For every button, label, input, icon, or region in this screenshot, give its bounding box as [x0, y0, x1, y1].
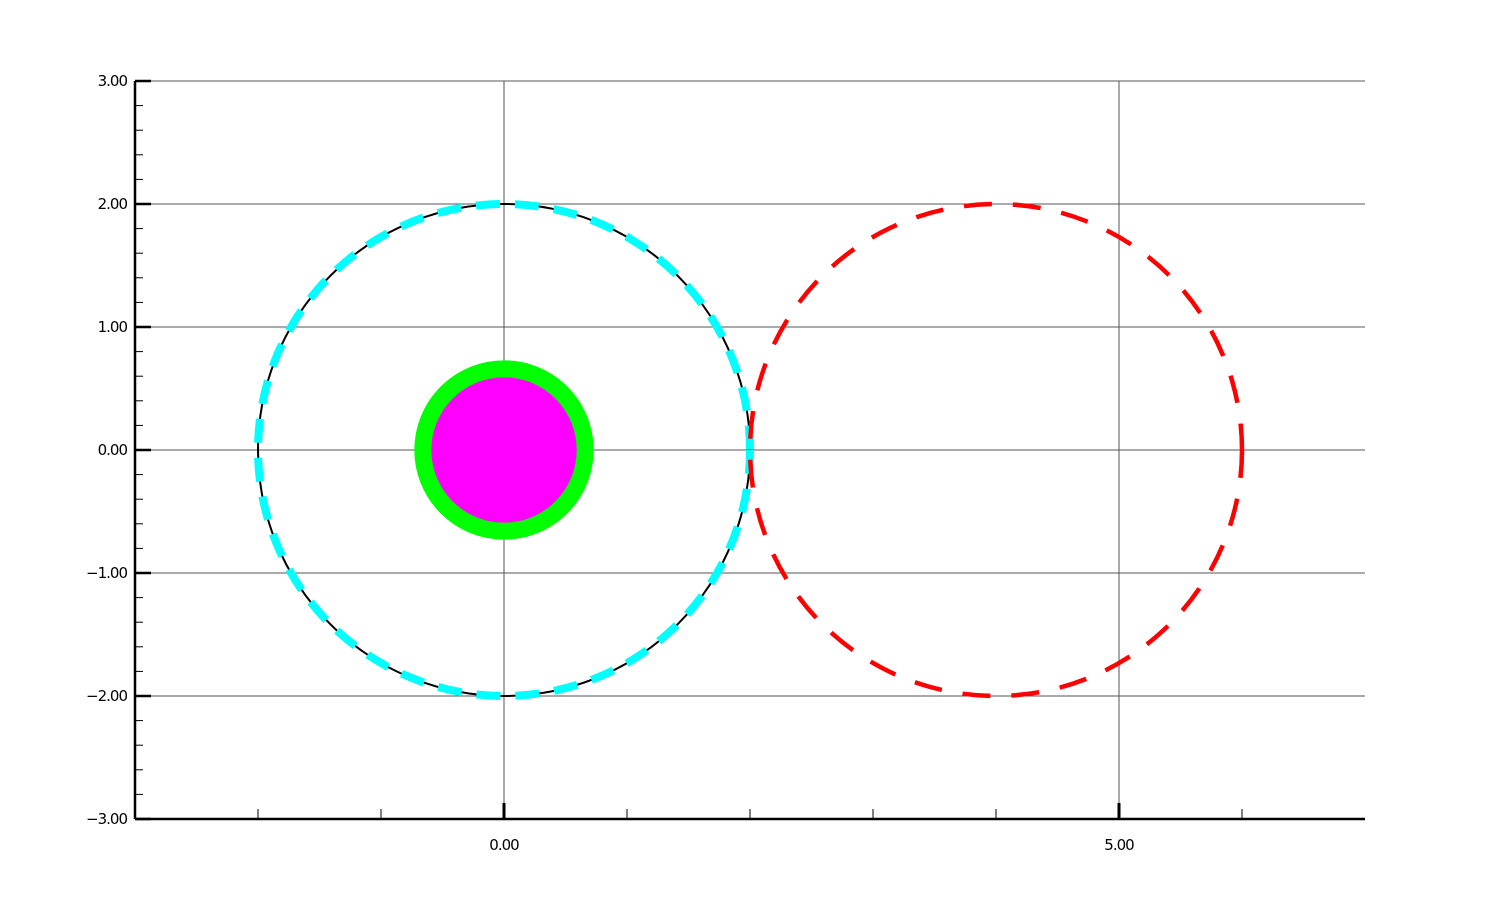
y-tick-label: 1.00: [98, 318, 128, 336]
x-tick-label: 5.00: [1104, 836, 1134, 854]
axes: −3.00 −2.00 −1.00 0.00 1.00 2.00 3.00 0.00 5.00: [86, 72, 1365, 854]
y-tick-label: 2.00: [98, 195, 128, 213]
x-tick-label: 0.00: [489, 836, 519, 854]
y-tick-label: 0.00: [98, 441, 128, 459]
y-tick-label: −1.00: [86, 564, 127, 582]
y-tick-label: −3.00: [86, 810, 127, 828]
y-tick-label: 3.00: [98, 72, 128, 90]
y-tick-label: −2.00: [86, 687, 127, 705]
magenta-filled-circle: [423, 369, 585, 531]
